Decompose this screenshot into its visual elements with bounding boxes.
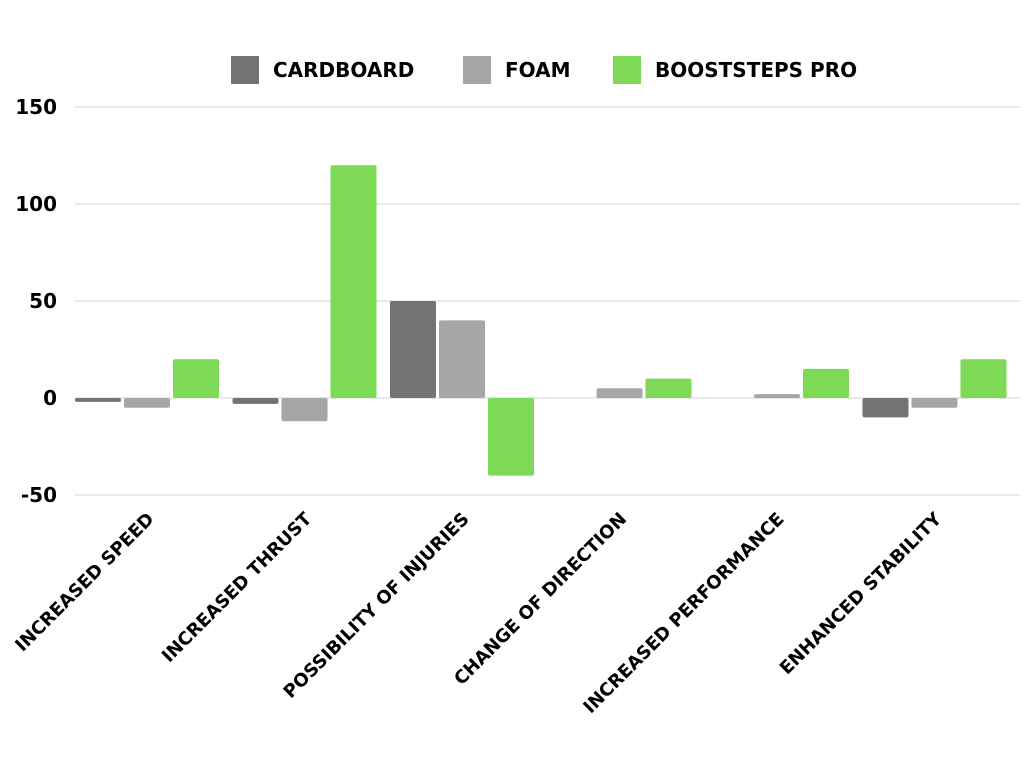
legend-label-cardboard: CARDBOARD [273, 58, 414, 82]
bar-foam-1 [281, 398, 328, 422]
x-category-label: POSSIBILITY OF INJURIES [280, 509, 474, 703]
bars [75, 165, 1007, 476]
x-category-label: CHANGE OF DIRECTION [450, 509, 631, 690]
legend-swatch-foam [463, 56, 491, 84]
bar-cardboard-2 [390, 301, 436, 398]
legend: CARDBOARD FOAM BOOSTSTEPS PRO [231, 56, 857, 84]
bar-cardboard-1 [232, 398, 279, 404]
x-category-label: INCREASED SPEED [11, 509, 158, 656]
legend-label-foam: FOAM [505, 58, 571, 82]
legend-swatch-booststeps-pro [613, 56, 641, 84]
bar-foam-4 [754, 394, 800, 398]
bar-booststeps-pro-0 [173, 359, 219, 398]
bar-booststeps-pro-5 [960, 359, 1007, 398]
bar-cardboard-0 [75, 398, 121, 402]
bar-booststeps-pro-3 [645, 378, 692, 398]
y-tick-label: 0 [43, 386, 57, 410]
bar-foam-2 [439, 320, 485, 398]
bar-foam-0 [124, 398, 170, 408]
bar-cardboard-5 [862, 398, 909, 418]
y-tick-label: 100 [15, 192, 57, 216]
x-category-label: INCREASED THRUST [158, 508, 317, 667]
bar-booststeps-pro-1 [330, 165, 377, 398]
bar-foam-3 [596, 388, 643, 398]
bar-booststeps-pro-2 [488, 398, 534, 476]
y-tick-label: 50 [29, 289, 57, 313]
gridlines [75, 106, 1020, 496]
bar-booststeps-pro-4 [803, 368, 849, 398]
legend-label-booststeps-pro: BOOSTSTEPS PRO [655, 58, 857, 82]
x-category-label: ENHANCED STABILITY [776, 508, 947, 679]
bar-foam-5 [911, 398, 958, 408]
legend-swatch-cardboard [231, 56, 259, 84]
x-axis-labels: INCREASED SPEED INCREASED THRUSTPOSSIBILI… [11, 508, 946, 718]
y-axis-ticks: 150 100 50 0 -50 [15, 95, 57, 507]
y-tick-label: -50 [21, 483, 57, 507]
y-tick-label: 150 [15, 95, 57, 119]
